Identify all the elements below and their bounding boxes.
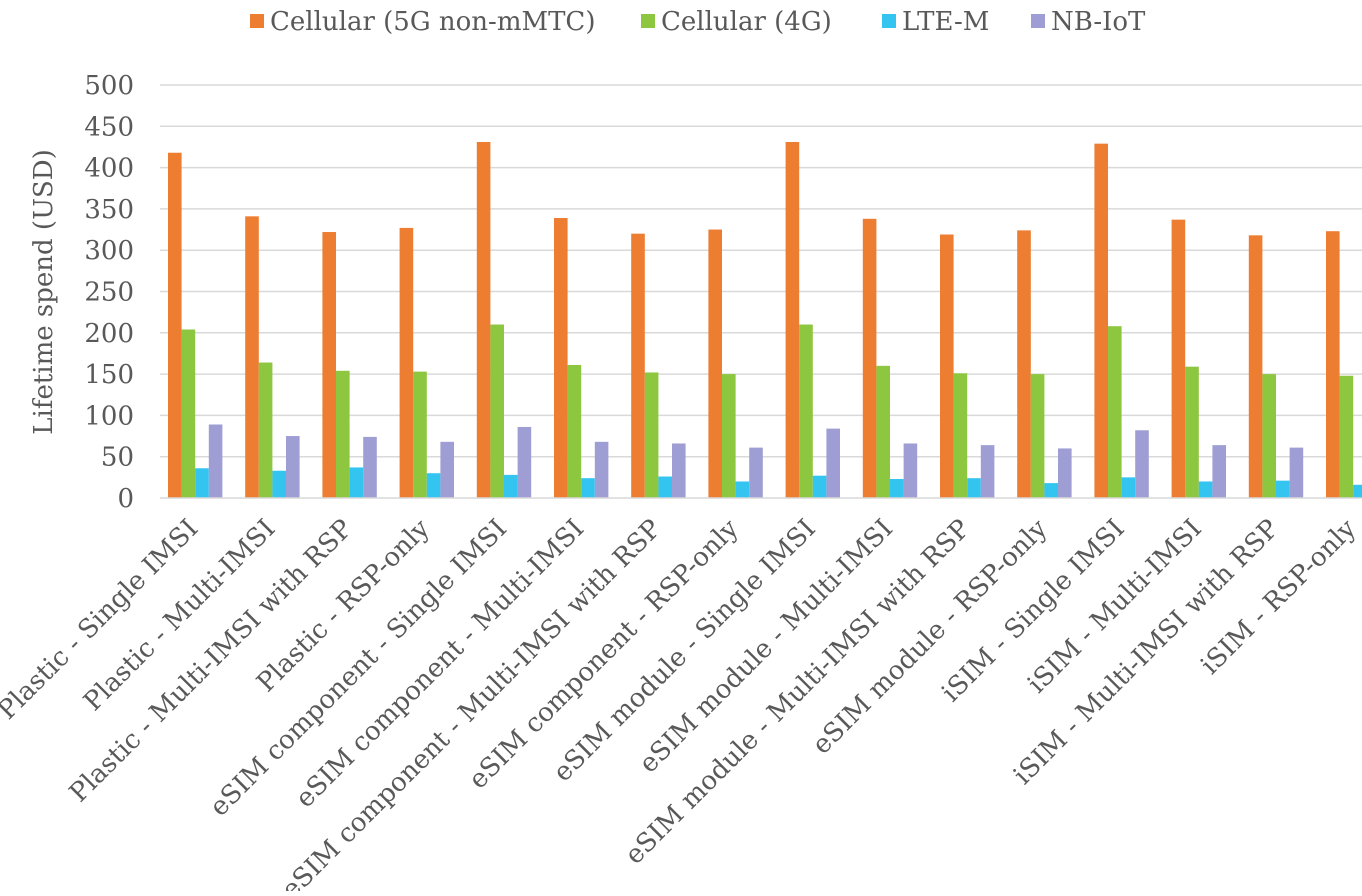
bar — [504, 475, 518, 498]
bar — [749, 448, 763, 498]
legend-swatch — [882, 14, 896, 28]
y-tick-label: 350 — [84, 195, 134, 225]
bar — [554, 218, 568, 498]
bar — [672, 443, 686, 498]
bar — [967, 478, 981, 498]
legend: Cellular (5G non-mMTC) Cellular (4G) LTE-M… — [250, 7, 1146, 37]
legend-swatch — [1031, 14, 1045, 28]
y-tick-label: 500 — [84, 71, 134, 101]
bar — [1290, 448, 1304, 498]
legend-label: LTE-M — [902, 7, 989, 37]
legend-item: LTE-M — [882, 7, 989, 37]
legend-label: NB-IoT — [1051, 7, 1146, 37]
bar — [413, 372, 427, 498]
bar — [1276, 481, 1290, 498]
bar — [890, 479, 904, 498]
x-tick-label: Plastic - Multi-IMSI with RSP — [64, 514, 359, 809]
bar — [286, 436, 300, 498]
bar — [1108, 326, 1122, 498]
bar — [1262, 374, 1276, 498]
bar — [581, 478, 595, 498]
y-tick-label: 0 — [117, 484, 134, 514]
bar — [1044, 483, 1058, 498]
bar — [722, 374, 736, 498]
legend-item: Cellular (4G) — [641, 7, 832, 37]
bar — [1199, 481, 1213, 498]
bar — [1249, 235, 1263, 498]
legend-item: Cellular (5G non-mMTC) — [250, 7, 595, 37]
bar — [1353, 485, 1362, 498]
bar — [708, 230, 722, 498]
bar — [568, 365, 582, 498]
y-tick-label: 300 — [84, 236, 134, 266]
legend-swatch — [250, 14, 264, 28]
bar — [168, 153, 182, 498]
bar — [1017, 230, 1031, 498]
bar — [954, 373, 968, 498]
bar — [1135, 430, 1149, 498]
bar — [209, 424, 223, 498]
y-tick-label: 100 — [84, 401, 134, 431]
bar — [1172, 220, 1186, 498]
bar — [904, 443, 918, 498]
bar — [631, 234, 645, 498]
bar — [940, 235, 954, 498]
bar — [1212, 445, 1226, 498]
legend-label: Cellular (5G non-mMTC) — [270, 7, 595, 37]
y-tick-label: 450 — [84, 112, 134, 142]
bar — [440, 442, 454, 498]
bar — [400, 228, 414, 498]
bar — [195, 468, 209, 498]
bar — [813, 476, 827, 498]
legend-swatch — [641, 14, 655, 28]
bar — [477, 142, 491, 498]
x-tick-label: eSIM component - Multi-IMSI — [290, 514, 590, 814]
bar — [363, 437, 377, 498]
legend-label: Cellular (4G) — [661, 7, 832, 37]
bar — [350, 467, 364, 498]
bar — [336, 371, 350, 498]
y-axis-ticks: 0 50 100 150 200 250 300 350 400 450 500 — [84, 71, 134, 514]
y-axis-label: Lifetime spend (USD) — [29, 149, 59, 435]
bar — [490, 325, 504, 498]
bar — [245, 216, 259, 498]
bar — [518, 427, 532, 498]
bar — [1031, 374, 1045, 498]
bars — [168, 142, 1362, 498]
bar — [981, 445, 995, 498]
bar — [1122, 477, 1136, 498]
bar — [786, 142, 800, 498]
bar — [595, 442, 609, 498]
y-tick-label: 200 — [84, 319, 134, 349]
bar — [645, 372, 659, 498]
bar — [322, 232, 336, 498]
bar — [799, 325, 813, 498]
bar — [1340, 376, 1354, 498]
bar — [736, 481, 750, 498]
bar — [182, 330, 196, 499]
y-tick-label: 150 — [84, 360, 134, 390]
bar — [1094, 144, 1108, 498]
bar — [1058, 448, 1072, 498]
legend-item: NB-IoT — [1031, 7, 1146, 37]
y-tick-label: 250 — [84, 278, 134, 308]
y-tick-label: 50 — [101, 443, 134, 473]
bar — [658, 477, 672, 498]
bar — [1326, 231, 1340, 498]
bar — [826, 429, 840, 498]
bar — [1185, 367, 1199, 498]
y-tick-label: 400 — [84, 154, 134, 184]
bar — [876, 366, 890, 498]
bar — [427, 473, 441, 498]
bar — [272, 471, 286, 498]
bar — [259, 363, 273, 498]
bar — [863, 219, 877, 498]
